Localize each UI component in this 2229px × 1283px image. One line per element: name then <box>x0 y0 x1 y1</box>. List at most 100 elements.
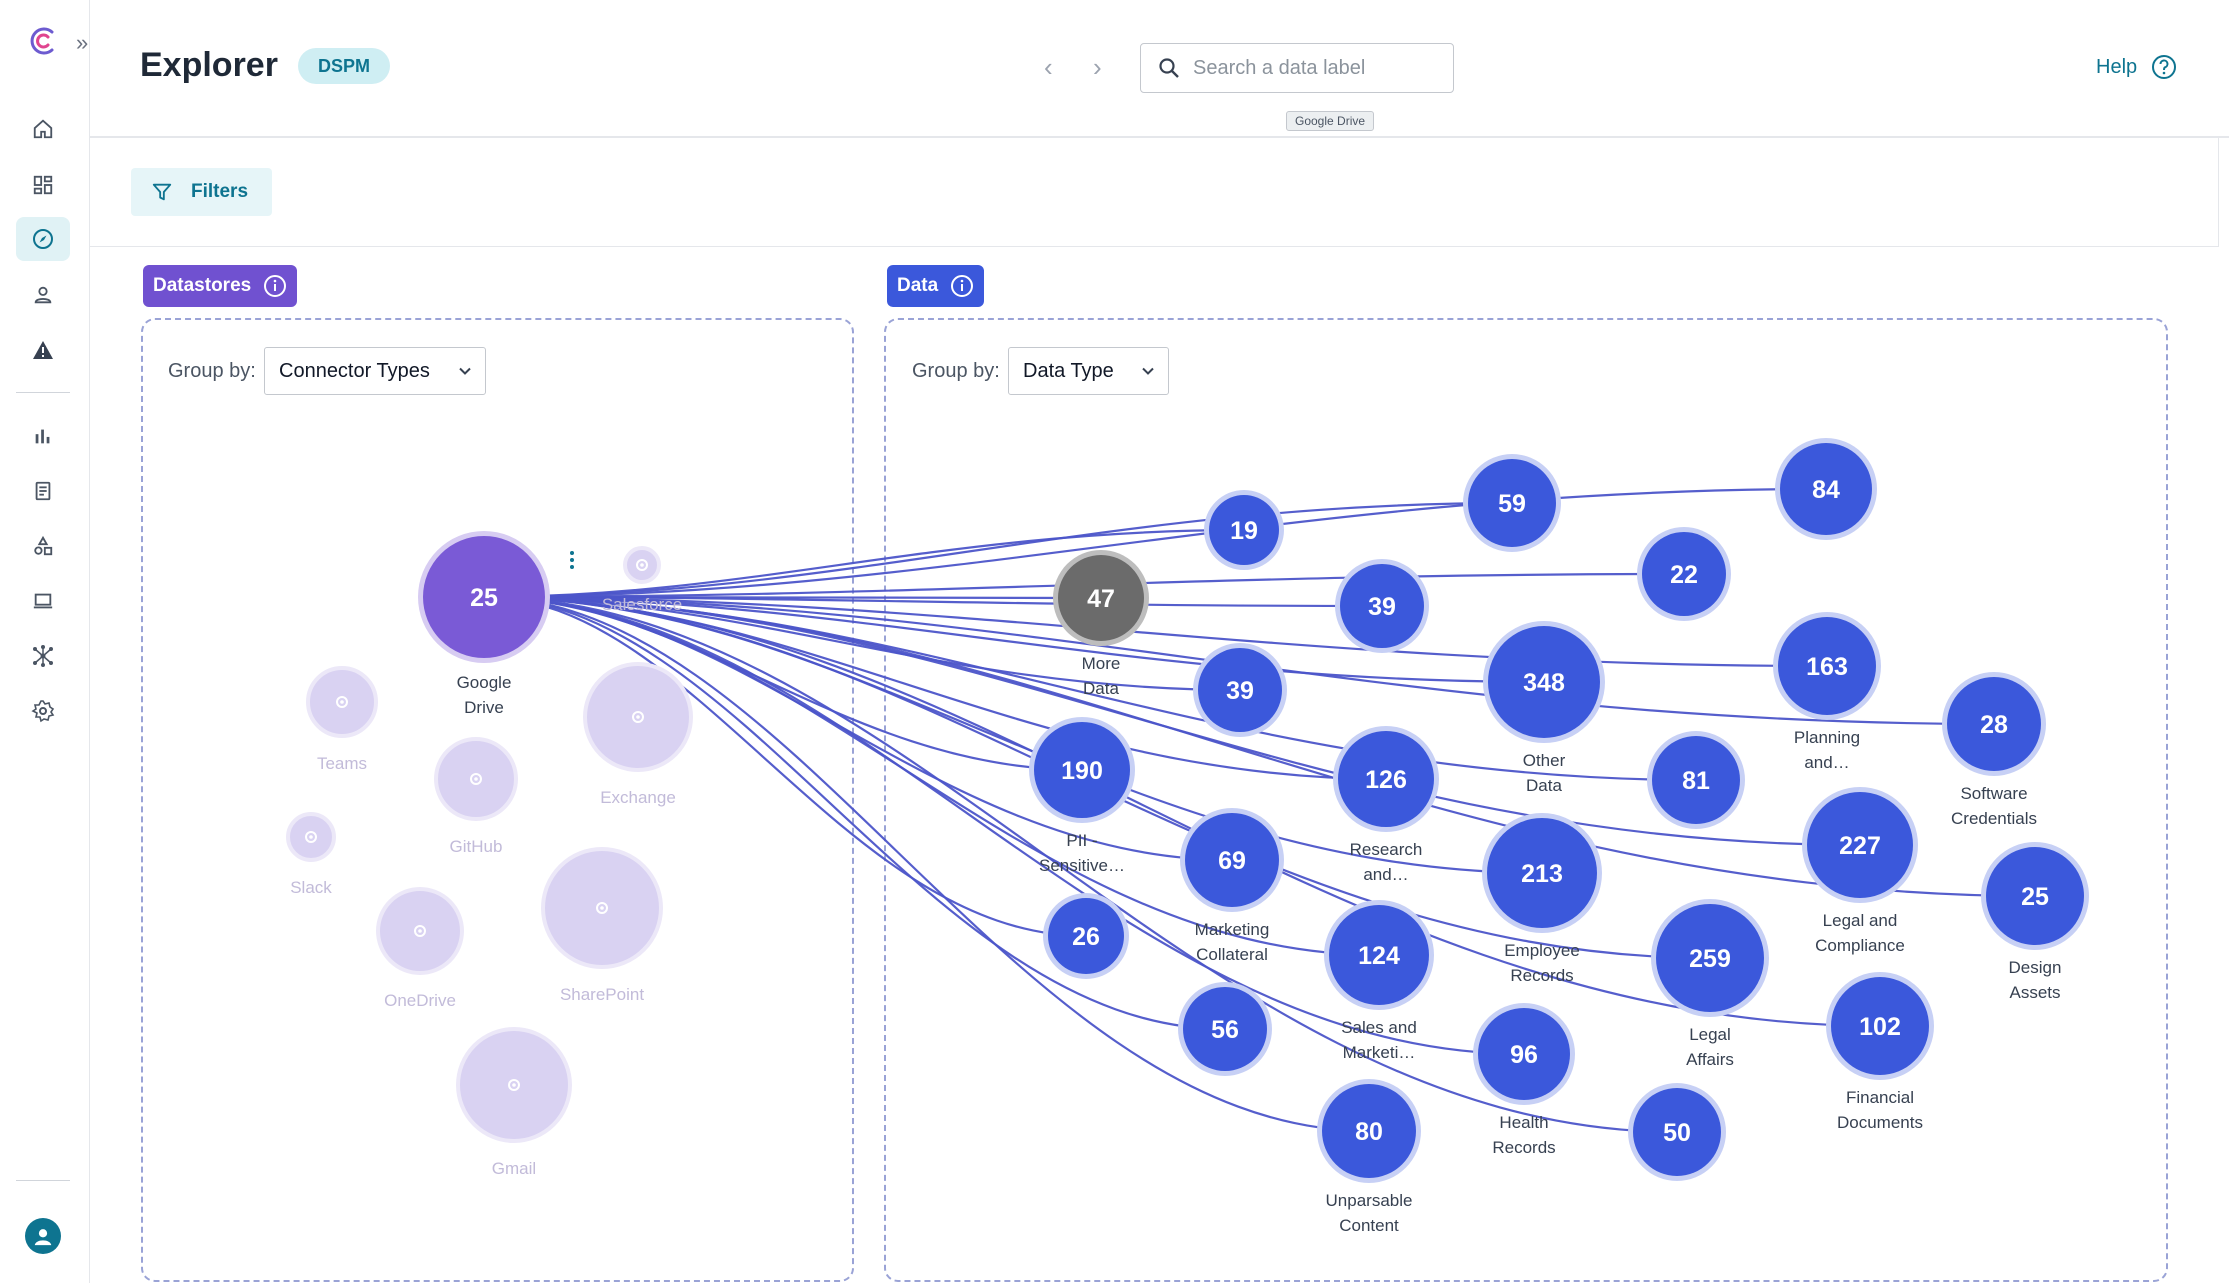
data-node-value: 80 <box>1355 1118 1383 1146</box>
data-node-n39b[interactable]: 39 <box>1193 643 1287 737</box>
search-icon <box>1159 58 1179 78</box>
data-node-value: 47 <box>1087 585 1115 613</box>
datastores-title: Datastores <box>153 275 252 296</box>
data-node-n56[interactable]: 56 <box>1178 982 1272 1076</box>
user-avatar[interactable] <box>25 1218 61 1254</box>
datastore-label: Teams <box>317 754 367 773</box>
dashboard-icon[interactable] <box>16 163 70 207</box>
filter-icon <box>152 183 172 201</box>
data-node-n84[interactable]: 84 <box>1775 438 1877 540</box>
data-node-label: and… <box>1804 753 1849 772</box>
gear-icon[interactable] <box>16 689 70 733</box>
edge-n163 <box>483 595 1828 668</box>
data-node-label: Planning <box>1794 728 1860 747</box>
data-node-n19[interactable]: 19 <box>1204 490 1284 570</box>
home-icon[interactable] <box>16 107 70 151</box>
data-info-icon[interactable] <box>950 274 974 298</box>
data-node-value: 102 <box>1859 1013 1901 1041</box>
help-link[interactable]: Help <box>2096 54 2177 80</box>
data-node-label: Credentials <box>1951 809 2037 828</box>
data-node-n163[interactable]: 163 Planning and… <box>1773 612 1881 772</box>
data-node-n39a[interactable]: 39 <box>1335 559 1429 653</box>
data-group-by-select[interactable]: Data Type <box>1008 347 1169 395</box>
data-node-n28[interactable]: 28 Software Credentials <box>1942 672 2046 828</box>
data-node-value: 28 <box>1980 711 2008 739</box>
data-node-n227[interactable]: 227 Legal and Compliance <box>1802 787 1918 955</box>
data-node-label: Unparsable <box>1326 1191 1413 1210</box>
filters-button[interactable]: Filters <box>131 168 272 216</box>
data-node-n22[interactable]: 22 <box>1637 527 1731 621</box>
edge-n39a <box>483 595 1383 608</box>
data-node-value: 59 <box>1498 490 1526 518</box>
data-node-label: Sales and <box>1341 1018 1417 1037</box>
search-input[interactable] <box>1191 55 1435 81</box>
data-node-n213[interactable]: 213 Employee Records <box>1482 813 1602 985</box>
datastore-node-slack[interactable]: Slack <box>286 812 336 897</box>
datastore-node-google-drive[interactable]: 25 Google Drive <box>418 531 550 717</box>
datastore-node-onedrive[interactable]: OneDrive <box>376 887 464 1010</box>
forward-arrow-icon[interactable]: › <box>1093 52 1102 82</box>
datastore-label: Slack <box>290 878 332 897</box>
edge-n50 <box>483 595 1678 1134</box>
data-node-n50[interactable]: 50 <box>1628 1083 1726 1181</box>
data-node-n126[interactable]: 126 Research and… <box>1333 726 1439 884</box>
expand-sidebar-icon[interactable]: » <box>76 30 89 55</box>
data-node-label: Compliance <box>1815 936 1905 955</box>
datastore-node-gmail[interactable]: Gmail <box>456 1027 572 1178</box>
datastore-node-exchange[interactable]: Exchange <box>583 662 693 807</box>
datastores-info-icon[interactable] <box>263 274 287 298</box>
edge-n56 <box>483 595 1226 1031</box>
datastore-node-salesforce[interactable]: Salesforce <box>602 546 682 614</box>
back-arrow-icon[interactable]: ‹ <box>1044 52 1053 82</box>
edge-n26 <box>483 595 1087 938</box>
data-node-label: Other <box>1523 751 1566 770</box>
data-node-value: 56 <box>1211 1016 1239 1044</box>
data-node-n259[interactable]: 259 Legal Affairs <box>1651 899 1769 1069</box>
data-node-n69[interactable]: 69 Marketing Collateral <box>1180 808 1284 964</box>
data-node-n102[interactable]: 102 Financial Documents <box>1826 972 1934 1132</box>
edge-n348 <box>483 595 1545 684</box>
data-node-value: 50 <box>1663 1119 1691 1147</box>
datastore-label: GitHub <box>450 837 503 856</box>
alert-icon[interactable] <box>16 328 70 372</box>
datastore-node-sharepoint[interactable]: SharePoint <box>541 847 663 1004</box>
data-node-label: Records <box>1510 966 1573 985</box>
compass-icon[interactable] <box>16 217 70 261</box>
data-node-n190[interactable]: 190 PII - Sensitive… <box>1029 717 1135 875</box>
data-node-value: 124 <box>1358 942 1400 970</box>
edge-n102 <box>483 595 1881 1028</box>
data-node-n348[interactable]: 348 Other Data <box>1483 621 1605 795</box>
data-node-n81[interactable]: 81 <box>1647 731 1745 829</box>
laptop-icon[interactable] <box>16 579 70 623</box>
data-node-n25[interactable]: 25 Design Assets <box>1981 842 2089 1002</box>
search-box[interactable] <box>1140 43 1454 93</box>
chevron-down-icon <box>1142 367 1154 375</box>
report-icon[interactable] <box>16 469 70 513</box>
user-icon[interactable] <box>16 273 70 317</box>
data-node-n96[interactable]: 96 Health Records <box>1473 1003 1575 1157</box>
datastores-group-by-select[interactable]: Connector Types <box>264 347 486 395</box>
data-node-n124[interactable]: 124 Sales and Marketi… <box>1324 900 1434 1062</box>
app-logo-icon[interactable] <box>26 24 60 58</box>
data-title: Data <box>897 275 939 296</box>
datastore-node-teams[interactable]: Teams <box>306 666 378 773</box>
data-node-value: 213 <box>1521 860 1563 888</box>
network-icon[interactable] <box>16 634 70 678</box>
data-node-n47[interactable]: 47 More Data <box>1053 550 1149 698</box>
data-panel-label: Data <box>887 265 985 307</box>
data-node-n80[interactable]: 80 Unparsable Content <box>1317 1079 1421 1235</box>
datastore-node-github[interactable]: GitHub <box>434 737 518 856</box>
data-node-value: 81 <box>1682 767 1710 795</box>
shapes-icon[interactable] <box>16 524 70 568</box>
bar-chart-icon[interactable] <box>16 414 70 458</box>
data-node-label: Software <box>1960 784 2027 803</box>
edge-n80 <box>483 595 1370 1133</box>
help-icon <box>2152 55 2177 79</box>
data-node-n59[interactable]: 59 <box>1463 454 1561 552</box>
node-menu-icon[interactable] <box>570 551 574 569</box>
data-node-n26[interactable]: 26 <box>1043 893 1129 979</box>
data-node-label: PII - <box>1066 831 1097 850</box>
datastore-label: SharePoint <box>560 985 644 1004</box>
data-node-label: Sensitive… <box>1039 856 1125 875</box>
google-drive-label: Drive <box>464 698 504 717</box>
